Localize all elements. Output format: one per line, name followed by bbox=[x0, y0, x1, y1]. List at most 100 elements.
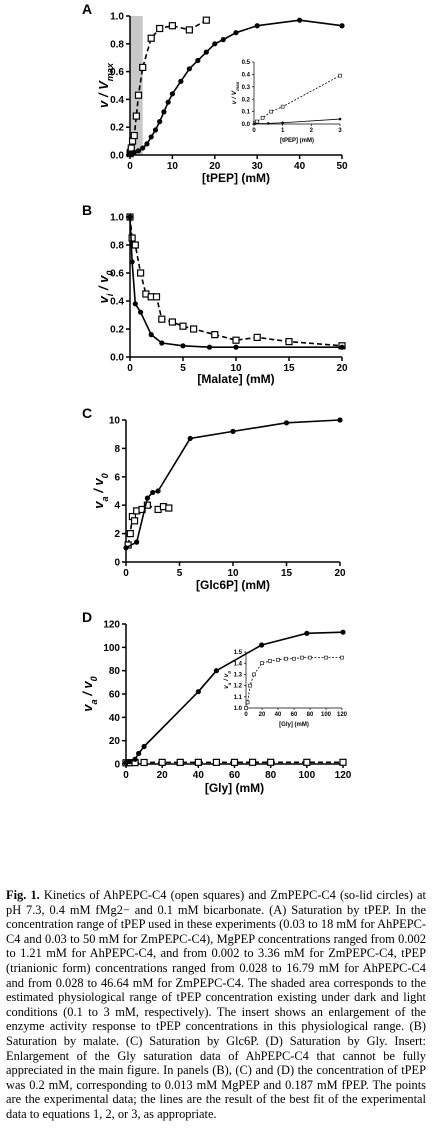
y-axis-title-sub2: 0 bbox=[105, 271, 115, 276]
filled-circle-point bbox=[157, 119, 163, 125]
open-square-point bbox=[165, 504, 173, 512]
open-square-point bbox=[285, 338, 293, 346]
panel-D: 0 20 40 60 80 100 120 0 20 40 60 80 100 120 [Gly] (mM)… bbox=[80, 609, 352, 795]
open-square-point bbox=[284, 656, 288, 661]
filled-circle-point bbox=[339, 23, 345, 29]
x-tick-label: 80 bbox=[307, 712, 314, 718]
filled-circle-point bbox=[135, 148, 142, 154]
panel-label: D bbox=[82, 609, 92, 625]
x-tick-label: 2 bbox=[310, 128, 314, 134]
y-tick-label: 1.1 bbox=[234, 695, 243, 701]
y-tick-label: 120 bbox=[103, 620, 120, 631]
dashed-fit-line bbox=[127, 504, 170, 546]
caption-label: Fig. 1. bbox=[6, 888, 40, 902]
open-square-point bbox=[269, 109, 274, 114]
x-tick-label: 20 bbox=[334, 568, 346, 579]
open-square-point bbox=[253, 333, 261, 341]
filled-circle-point bbox=[144, 495, 150, 501]
y-axis-title-v: v bbox=[80, 704, 95, 712]
filled-circle-point bbox=[148, 134, 154, 140]
filled-circle-point bbox=[206, 344, 213, 350]
filled-circle-point bbox=[281, 121, 284, 125]
open-square-point bbox=[303, 758, 311, 766]
open-square-point bbox=[131, 241, 139, 249]
filled-circle-point bbox=[150, 489, 156, 496]
open-square-point bbox=[248, 758, 257, 766]
filled-circle-point bbox=[220, 37, 226, 43]
open-square-point bbox=[260, 661, 264, 666]
open-square-point bbox=[168, 22, 176, 30]
solid-fit-line bbox=[254, 118, 341, 125]
figure-canvas: 0 10 20 30 40 500.00.20.40.60.81.0[tPEP] (mM)… bbox=[80, 1, 352, 795]
dashed-fit-line bbox=[245, 657, 342, 709]
x-tick-label: 20 bbox=[336, 363, 348, 374]
y-axis-title: v / Vmax bbox=[96, 62, 115, 108]
y-tick-label: 0 bbox=[114, 558, 120, 569]
y-axis-title-v: v bbox=[91, 501, 106, 509]
x-tick-label: 3 bbox=[338, 128, 342, 134]
y-tick-label: 1.0 bbox=[234, 706, 243, 712]
filled-circle-point bbox=[140, 145, 146, 151]
open-square-point bbox=[300, 655, 304, 660]
y-axis-title-sub2: 0 bbox=[89, 676, 99, 681]
open-square-point bbox=[212, 758, 221, 766]
open-square-point bbox=[137, 269, 145, 277]
physiological-range-shade bbox=[130, 16, 143, 155]
y-axis-title-slash: / v bbox=[91, 478, 106, 497]
y-tick-label: 0.8 bbox=[110, 39, 124, 50]
filled-circle-point bbox=[123, 545, 129, 551]
inset-y-axis-title: v / Vmax bbox=[231, 81, 240, 104]
panel-A: 0 10 20 30 40 500.00.20.40.60.81.0[tPEP] (mM)… bbox=[82, 1, 348, 185]
open-square-point bbox=[126, 529, 134, 538]
y-tick-label: 20 bbox=[109, 736, 121, 747]
x-tick-label: 30 bbox=[252, 161, 264, 172]
open-square-point bbox=[139, 63, 147, 72]
filled-circle-point bbox=[148, 332, 154, 338]
open-square-point bbox=[340, 655, 344, 660]
y-tick-label: 0.2 bbox=[242, 97, 251, 103]
inset-y-axis-title-slash: / V bbox=[231, 90, 238, 100]
filled-circle-point bbox=[340, 629, 346, 635]
open-square-point bbox=[308, 655, 312, 660]
filled-circle-point bbox=[165, 99, 171, 105]
y-tick-label: 4 bbox=[114, 501, 120, 512]
open-square-point bbox=[245, 700, 250, 705]
x-tick-label: 80 bbox=[265, 770, 277, 781]
y-tick-label: 0.3 bbox=[242, 85, 251, 91]
open-square-point bbox=[130, 517, 139, 525]
filled-circle-point bbox=[212, 41, 218, 47]
open-square-point bbox=[230, 758, 239, 766]
filled-circle-point bbox=[141, 743, 147, 750]
dashed-fit-line bbox=[254, 75, 341, 124]
open-square-point bbox=[339, 758, 347, 766]
y-tick-label: 0.2 bbox=[110, 325, 124, 336]
inset-3: 0 20 40 60 80 100 120 1.0 1.1 1.2 1.3 1.4 1.5 [Gly] (… bbox=[223, 650, 348, 728]
filled-circle-point bbox=[132, 301, 138, 307]
inset-x-axis-title: [Gly] (mM) bbox=[279, 722, 309, 728]
y-tick-label: 40 bbox=[109, 713, 121, 724]
filled-circle-point bbox=[304, 630, 310, 636]
y-tick-label: 0.4 bbox=[242, 73, 251, 79]
y-axis-title-sub1: i bbox=[105, 293, 115, 296]
y-axis-title-v: v bbox=[96, 295, 111, 303]
y-axis-title-sub2: 0 bbox=[100, 473, 110, 478]
open-square-point bbox=[232, 336, 240, 344]
x-tick-label: 15 bbox=[281, 568, 293, 579]
open-square-point bbox=[202, 16, 210, 24]
x-tick-label: 10 bbox=[230, 363, 242, 374]
x-tick-label: 20 bbox=[209, 161, 221, 172]
filled-circle-point bbox=[233, 344, 239, 350]
filled-circle-point bbox=[138, 309, 144, 315]
filled-circle-point bbox=[233, 30, 239, 36]
y-tick-label: 1.0 bbox=[110, 12, 124, 23]
filled-circle-point bbox=[253, 122, 257, 125]
y-tick-label: 0.5 bbox=[242, 60, 251, 66]
x-tick-label: 5 bbox=[177, 568, 183, 579]
open-square-point bbox=[176, 758, 184, 766]
x-tick-label: 100 bbox=[321, 712, 332, 718]
y-tick-label: 1.2 bbox=[234, 684, 243, 690]
y-axis-title-slash: / V bbox=[96, 80, 111, 101]
open-square-point bbox=[147, 34, 155, 42]
open-square-point bbox=[185, 26, 193, 34]
y-tick-label: 60 bbox=[109, 690, 121, 701]
